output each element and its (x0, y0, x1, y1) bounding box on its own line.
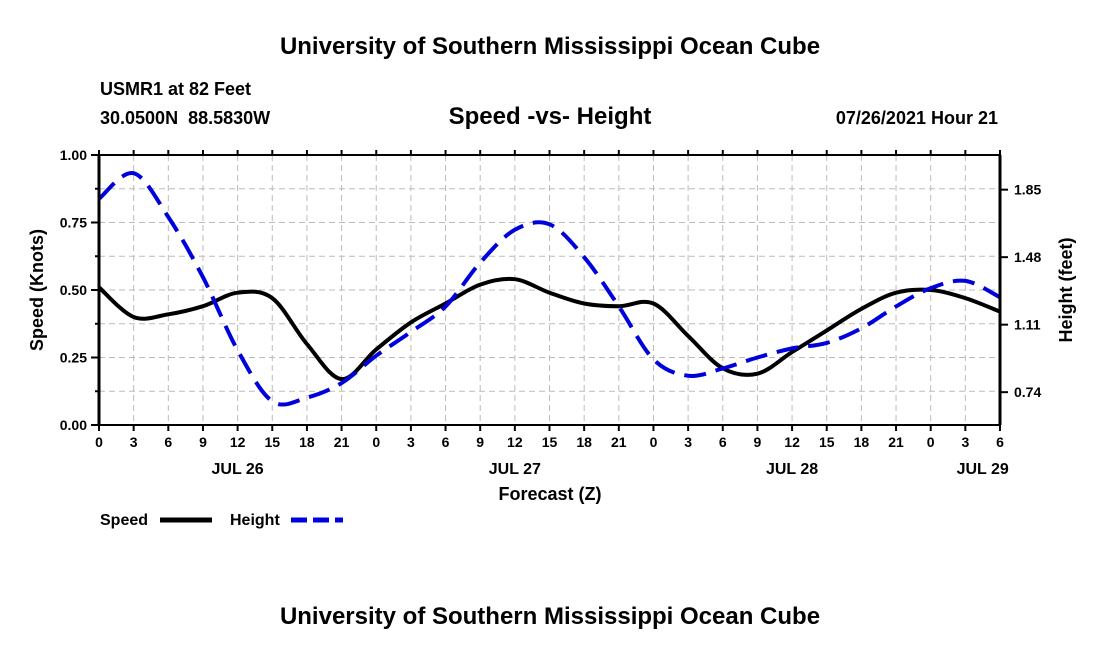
footer-title: University of Southern Mississippi Ocean… (280, 603, 820, 630)
x-tick-label: 3 (961, 434, 969, 450)
x-tick-label: 6 (164, 434, 172, 450)
y-tick-label: 1.00 (60, 147, 87, 163)
y2-tick-label: 0.74 (1014, 384, 1041, 400)
station-label: USMR1 at 82 Feet (100, 79, 251, 99)
series-layer (97, 171, 1001, 407)
x-tick-label: 6 (442, 434, 450, 450)
axes: 0 3 6 9 12 15 18 21 0 3 6 9 12 15 18 21 0 3 6 9 12 15 18 21 0 3 6 J… (60, 147, 1042, 478)
x-tick-label: 3 (130, 434, 138, 450)
x-tick-label: 6 (996, 434, 1004, 450)
series-line-speed (97, 276, 1001, 382)
y2-tick-label: 1.11 (1014, 317, 1041, 333)
x-tick-label: 18 (854, 434, 870, 450)
y-tick-label: 0.00 (60, 417, 87, 433)
x-tick-label: 15 (819, 434, 835, 450)
coordinates-label: 30.0500N 88.5830W (100, 108, 270, 128)
x-tick-label: 6 (719, 434, 727, 450)
x-tick-label: 3 (407, 434, 415, 450)
series-line-height (97, 171, 1001, 407)
x-tick-label: 21 (888, 434, 904, 450)
legend: Speed Height (100, 512, 343, 529)
x-date-label: JUL 26 (212, 461, 264, 478)
x-tick-label: 3 (684, 434, 692, 450)
x-tick-label: 15 (264, 434, 280, 450)
y-tick-label: 0.25 (60, 350, 87, 366)
x-tick-label: 9 (754, 434, 762, 450)
x-date-label: JUL 29 (957, 461, 1009, 478)
datetime-label: 07/26/2021 Hour 21 (836, 108, 998, 128)
legend-speed-label: Speed (100, 512, 148, 529)
x-date-label: JUL 28 (766, 461, 818, 478)
x-axis-label: Forecast (Z) (498, 484, 601, 504)
x-tick-label: 12 (507, 434, 523, 450)
x-tick-label: 12 (230, 434, 246, 450)
page-title: University of Southern Mississippi Ocean… (280, 33, 820, 60)
x-date-label: JUL 27 (489, 461, 541, 478)
x-tick-label: 18 (576, 434, 592, 450)
x-tick-label: 0 (927, 434, 935, 450)
x-tick-label: 0 (650, 434, 658, 450)
y2-axis-label: Height (feet) (1056, 238, 1076, 343)
x-tick-label: 0 (372, 434, 380, 450)
chart-title: Speed -vs- Height (449, 103, 652, 130)
x-tick-label: 9 (476, 434, 484, 450)
grid (99, 155, 1000, 425)
legend-height-label: Height (230, 512, 280, 529)
y-axis-label: Speed (Knots) (27, 229, 47, 351)
x-tick-label: 9 (199, 434, 207, 450)
x-tick-label: 12 (784, 434, 800, 450)
x-tick-label: 0 (95, 434, 103, 450)
x-tick-label: 21 (611, 434, 627, 450)
y-tick-label: 0.75 (60, 215, 87, 231)
x-tick-label: 15 (542, 434, 558, 450)
x-tick-label: 18 (299, 434, 315, 450)
x-tick-label: 21 (334, 434, 350, 450)
y2-tick-label: 1.85 (1014, 182, 1041, 198)
y2-tick-label: 1.48 (1014, 249, 1041, 265)
y-tick-label: 0.50 (60, 282, 87, 298)
